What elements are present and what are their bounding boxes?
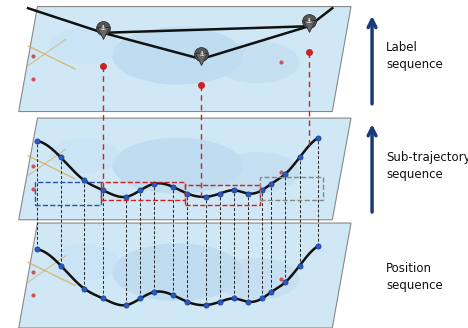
Text: Label
sequence: Label sequence [386, 41, 443, 71]
Point [99, 296, 107, 301]
Point [151, 181, 158, 186]
Point [183, 191, 191, 196]
Ellipse shape [215, 258, 300, 300]
Point [230, 188, 238, 193]
Point [123, 194, 130, 199]
Ellipse shape [112, 243, 243, 301]
Point [183, 299, 191, 304]
Point [123, 302, 130, 308]
Text: ⚓: ⚓ [198, 51, 205, 57]
Point [137, 296, 144, 301]
Ellipse shape [49, 28, 119, 64]
Point [34, 138, 41, 144]
Point [57, 155, 65, 160]
Point [258, 188, 266, 193]
Point [268, 181, 275, 186]
Point [80, 178, 88, 183]
Point [202, 302, 210, 308]
Point [99, 188, 107, 193]
Point [230, 296, 238, 301]
Point [296, 263, 303, 268]
Point [258, 296, 266, 301]
Ellipse shape [215, 152, 300, 193]
Ellipse shape [215, 41, 300, 83]
Point [296, 155, 303, 160]
Point [244, 191, 252, 196]
Point [57, 263, 65, 268]
Polygon shape [19, 7, 351, 112]
Point [169, 184, 177, 190]
Text: ⚓: ⚓ [306, 18, 312, 24]
Point [80, 286, 88, 291]
Ellipse shape [49, 138, 119, 174]
Point [216, 191, 224, 196]
Point [34, 247, 41, 252]
Polygon shape [19, 223, 351, 328]
Point [268, 289, 275, 295]
Point [282, 279, 289, 285]
Text: Position
sequence: Position sequence [386, 262, 443, 292]
Point [282, 171, 289, 176]
Ellipse shape [112, 138, 243, 194]
Point [169, 293, 177, 298]
Ellipse shape [112, 27, 243, 85]
Text: Sub-trajectory
sequence: Sub-trajectory sequence [386, 151, 468, 181]
Point [314, 135, 322, 140]
Text: ⚓: ⚓ [100, 25, 106, 31]
Ellipse shape [49, 244, 119, 281]
Point [202, 194, 210, 199]
Point [216, 299, 224, 304]
Point [151, 289, 158, 295]
Point [244, 299, 252, 304]
Polygon shape [19, 118, 351, 220]
Point [137, 188, 144, 193]
Point [314, 243, 322, 249]
